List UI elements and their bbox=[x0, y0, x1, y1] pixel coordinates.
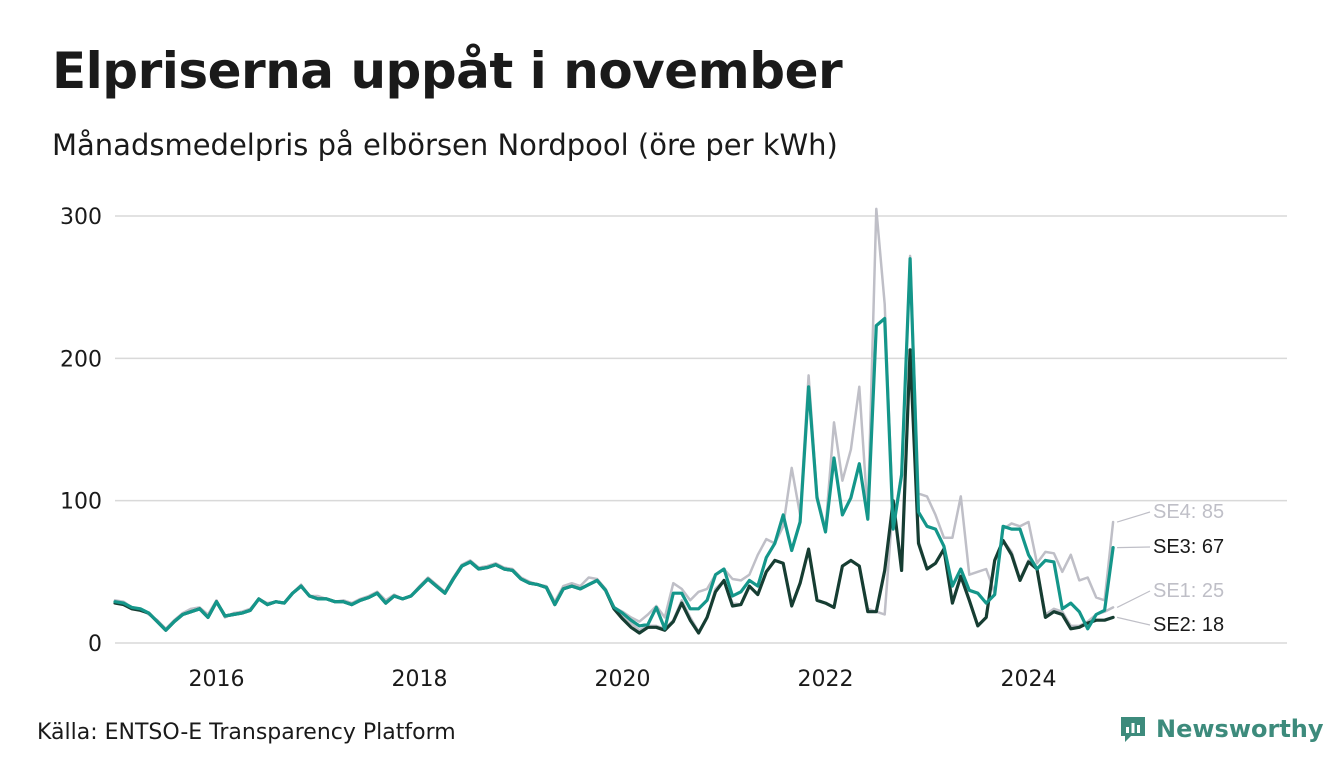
end-label-se4: SE4: 85 bbox=[1153, 501, 1224, 523]
y-tick-label: 200 bbox=[60, 347, 102, 372]
end-label-se1: SE1: 25 bbox=[1153, 580, 1224, 602]
brand-name: Newsworthy bbox=[1156, 715, 1324, 743]
series-line-se1 bbox=[113, 349, 1115, 633]
end-label-se2: SE2: 18 bbox=[1153, 614, 1224, 636]
end-label-connector bbox=[1116, 616, 1151, 626]
end-label-connector bbox=[1116, 590, 1151, 608]
source-note: Källa: ENTSO-E Transparency Platform bbox=[37, 720, 456, 745]
chart-title: Elpriserna uppåt i november bbox=[52, 42, 843, 100]
y-tick-label: 300 bbox=[60, 205, 102, 230]
x-tick-label: 2016 bbox=[189, 667, 245, 692]
x-tick-label: 2024 bbox=[1001, 667, 1057, 692]
brand-logo: Newsworthy bbox=[1118, 714, 1324, 744]
end-label-connector bbox=[1116, 511, 1151, 523]
series-lines bbox=[113, 207, 1115, 635]
y-tick-label: 100 bbox=[60, 490, 102, 515]
chart-subtitle: Månadsmedelpris på elbörsen Nordpool (ör… bbox=[52, 128, 838, 162]
x-tick-label: 2020 bbox=[595, 667, 651, 692]
end-label-se3: SE3: 67 bbox=[1153, 536, 1224, 558]
series-line-se3 bbox=[113, 257, 1115, 632]
x-tick-label: 2018 bbox=[392, 667, 448, 692]
series-line-se2 bbox=[113, 348, 1115, 635]
chart-logo-icon bbox=[1121, 717, 1145, 742]
x-tick-label: 2022 bbox=[798, 667, 854, 692]
series-line-se4 bbox=[113, 207, 1115, 631]
y-tick-label: 0 bbox=[88, 632, 102, 657]
x-axis-tick-labels: 2016 2018 2020 2022 2024 bbox=[189, 667, 1057, 692]
gridlines bbox=[115, 215, 1287, 644]
end-labels: SE4: 85 SE3: 67 SE1: 25 SE2: 18 bbox=[1116, 501, 1224, 636]
end-label-connector bbox=[1117, 546, 1151, 549]
y-axis-tick-labels: 0 100 200 300 bbox=[60, 205, 102, 657]
